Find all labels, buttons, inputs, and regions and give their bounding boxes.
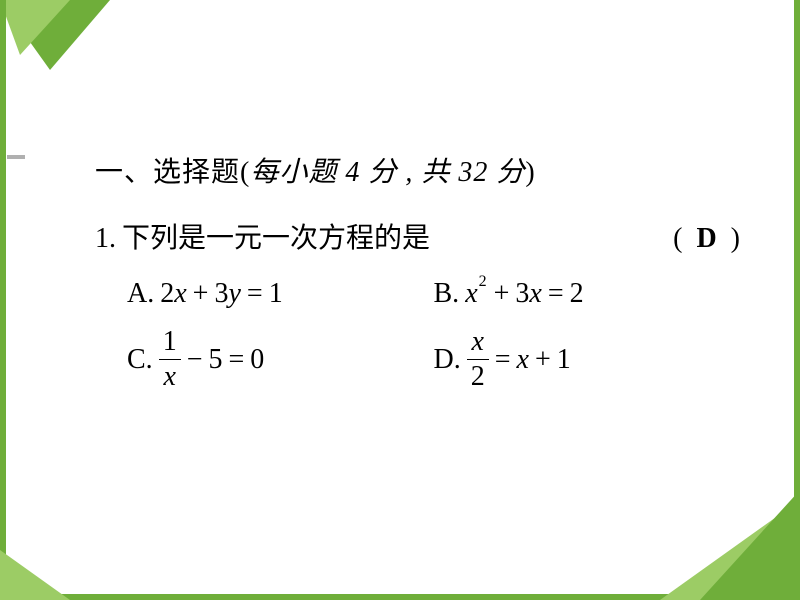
section-heading-detail: 每小题 4 分 , 共 32 分 [250,157,525,188]
option-a: A. 2x+3y=1 [127,278,434,310]
section-heading: 一、选择题(每小题 4 分 , 共 32 分) [95,150,740,190]
options-row-2: C. 1 x −5=0 D. x 2 =x+1 [127,328,740,391]
option-d-expr: x 2 =x+1 [467,328,571,391]
option-b: B. x2+3x=2 [434,278,741,310]
option-b-label: B. [434,278,460,310]
option-b-expr: x2+3x=2 [465,278,583,310]
frame-corner-bottom-right [660,490,800,600]
tick-mark-left [7,155,25,159]
option-a-label: A. [127,278,154,310]
section-heading-paren-open: ( [240,157,250,188]
slide-content: 一、选择题(每小题 4 分 , 共 32 分) 1. 下列是一元一次方程的是 (… [95,150,740,409]
option-d-fraction: x 2 [467,328,489,391]
option-c-label: C. [127,344,153,376]
frame-corner-bottom-left [0,540,70,600]
option-c: C. 1 x −5=0 [127,328,434,391]
question-paren-open: ( [673,223,682,255]
question-row: 1. 下列是一元一次方程的是 ( D ) [95,216,740,256]
options-row-1: A. 2x+3y=1 B. x2+3x=2 [127,278,740,310]
question-answer: D [682,223,730,255]
option-c-fraction: 1 x [159,328,181,391]
question-paren-close: ) [731,223,740,255]
option-d: D. x 2 =x+1 [434,328,741,391]
section-heading-prefix: 一、选择题 [95,157,240,188]
question-text: 下列是一元一次方程的是 [122,216,430,256]
option-a-expr: 2x+3y=1 [160,278,282,310]
frame-bar-left [0,0,6,600]
question-number: 1. [95,223,116,255]
option-c-expr: 1 x −5=0 [159,328,265,391]
section-heading-paren-close: ) [525,157,535,188]
frame-corner-top-left [0,0,110,70]
option-d-label: D. [434,344,461,376]
